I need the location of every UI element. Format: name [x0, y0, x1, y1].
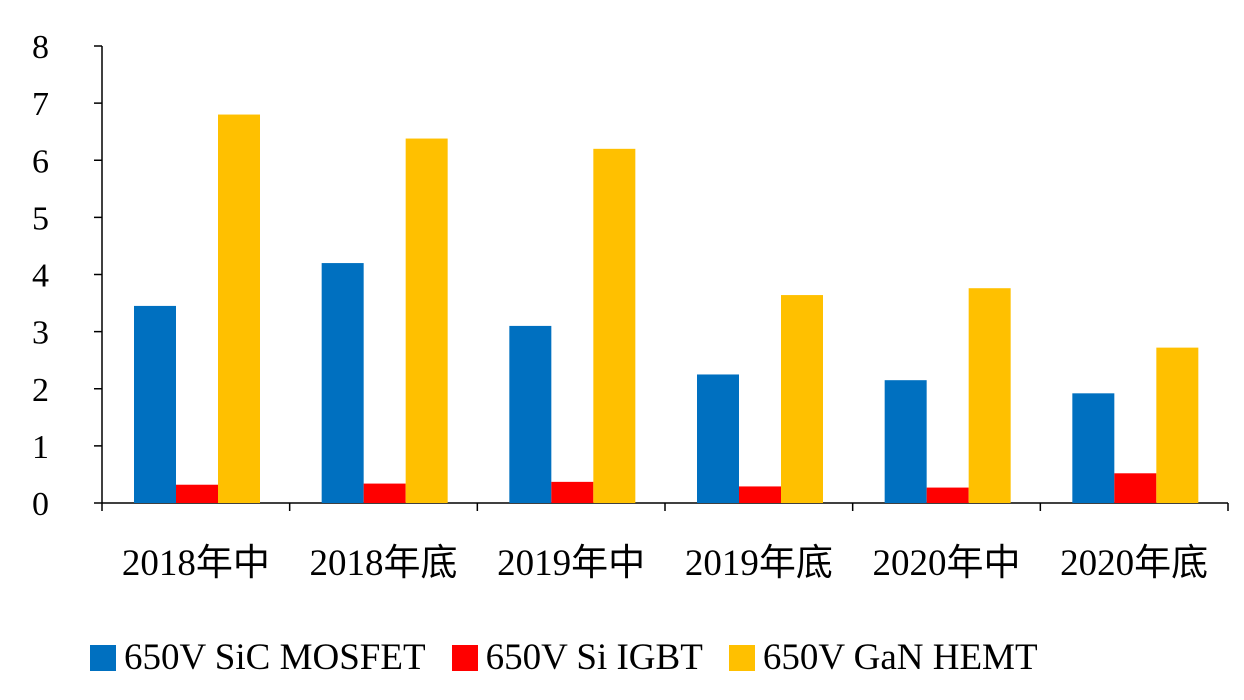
x-tick-label: 2019年底: [685, 542, 833, 584]
legend-label-si-igbt: 650V Si IGBT: [485, 637, 703, 678]
y-axis: 0 1 2 3 4 5 6 7 8: [32, 29, 103, 523]
x-tick-label: 2020年中: [873, 542, 1021, 584]
legend-swatch-sic-mosfet: [90, 644, 116, 671]
bar: [363, 483, 406, 503]
bar: [697, 374, 739, 503]
bar: [176, 484, 218, 503]
y-tick-label: 1: [32, 429, 49, 466]
legend-item-gan-hemt: 650V GaN HEMT: [728, 636, 1038, 679]
legend: 650V SiC MOSFET 650V Si IGBT 650V GaN HE…: [90, 636, 1064, 679]
bar: [134, 305, 176, 503]
bars: [134, 114, 1199, 504]
bar: [551, 481, 594, 503]
bar-chart: 0 1 2 3 4 5 6 7 8 2018年中 2018年底 2019年中 2019年底 2020年中…: [32, 29, 1229, 584]
bar: [593, 148, 636, 503]
bar: [739, 486, 781, 503]
x-tick-label: 2020年底: [1060, 542, 1208, 584]
x-tick-label: 2018年底: [310, 542, 458, 584]
bar: [1072, 393, 1115, 503]
bar: [218, 114, 260, 504]
x-tick-label: 2019年中: [497, 542, 645, 584]
bar: [781, 295, 823, 503]
bar: [884, 380, 927, 503]
y-tick-label: 8: [32, 29, 49, 66]
y-tick-label: 0: [32, 486, 49, 523]
y-tick-label: 3: [32, 315, 49, 352]
y-tick-label: 5: [32, 200, 49, 237]
y-tick-label: 6: [32, 143, 49, 180]
y-tick-label: 4: [32, 258, 49, 295]
legend-item-sic-mosfet: 650V SiC MOSFET: [90, 636, 426, 679]
bar: [1114, 473, 1157, 503]
legend-swatch-gan-hemt: [728, 644, 755, 671]
bar: [405, 138, 448, 504]
bar: [509, 325, 552, 503]
bar: [926, 487, 969, 503]
bar: [1156, 347, 1199, 503]
x-tick-label: 2018年中: [122, 542, 270, 584]
y-tick-label: 2: [32, 372, 49, 409]
legend-item-si-igbt: 650V Si IGBT: [451, 636, 703, 679]
y-tick-label: 7: [32, 86, 49, 123]
bar: [321, 263, 364, 503]
legend-label-gan-hemt: 650V GaN HEMT: [762, 637, 1038, 678]
legend-label-sic-mosfet: 650V SiC MOSFET: [124, 637, 426, 678]
x-axis: 2018年中 2018年底 2019年中 2019年底 2020年中 2020年底: [101, 502, 1229, 584]
legend-swatch-si-igbt: [451, 644, 478, 671]
bar: [968, 288, 1011, 503]
